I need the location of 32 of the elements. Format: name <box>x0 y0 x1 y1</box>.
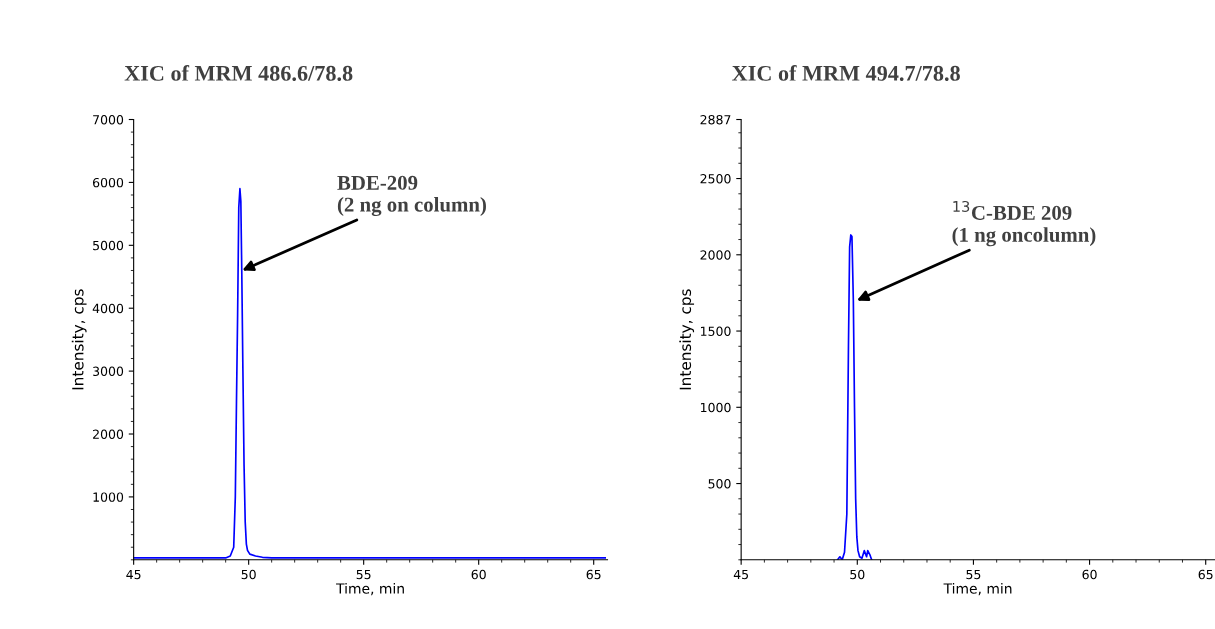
x-tick-label: 50 <box>850 569 865 580</box>
y-axis-title: Intensity, cps <box>679 289 695 390</box>
x-axis-title: Time, min <box>943 583 1012 596</box>
y-tick-label: 1500 <box>700 326 731 336</box>
y-tick-label: 500 <box>708 479 731 489</box>
x-axis-title: Time, min <box>336 583 404 596</box>
y-tick-label: 2887 <box>700 114 731 125</box>
x-tick-label: 45 <box>126 569 141 580</box>
y-tick-label: 5000 <box>93 240 124 251</box>
x-tick-label: 60 <box>1082 569 1097 580</box>
y-tick-label: 1000 <box>93 492 124 502</box>
x-tick-label: 45 <box>733 569 749 580</box>
annotation: BDE-209 (2 ng on column) <box>337 175 486 217</box>
x-tick-label: 65 <box>586 569 601 580</box>
x-tick-label: 65 <box>1198 569 1213 580</box>
line-series <box>836 234 873 560</box>
y-tick-label: 2000 <box>93 429 124 439</box>
y-tick-label: 6000 <box>92 177 124 188</box>
x-tick-label: 55 <box>356 569 371 580</box>
x-tick-label: 60 <box>471 569 486 580</box>
y-tick-label: 2000 <box>700 250 731 260</box>
chart-title: XIC of MRM 494.7/78.8 <box>732 64 960 81</box>
y-tick-label: 3000 <box>93 366 124 377</box>
y-tick-label: 4000 <box>92 303 124 314</box>
x-tick-label: 55 <box>966 569 981 580</box>
y-tick-label: 2500 <box>700 174 731 184</box>
annotation: $^{13}$C-BDE 209 (1 ng oncolumn) <box>952 200 1096 247</box>
y-tick-label: 1000 <box>700 402 731 413</box>
x-tick-label: 50 <box>241 569 256 580</box>
y-tick-label: 7000 <box>93 114 124 125</box>
y-axis-title: Intensity, cps <box>71 289 87 390</box>
chart-title: XIC of MRM 486.6/78.8 <box>124 64 353 81</box>
